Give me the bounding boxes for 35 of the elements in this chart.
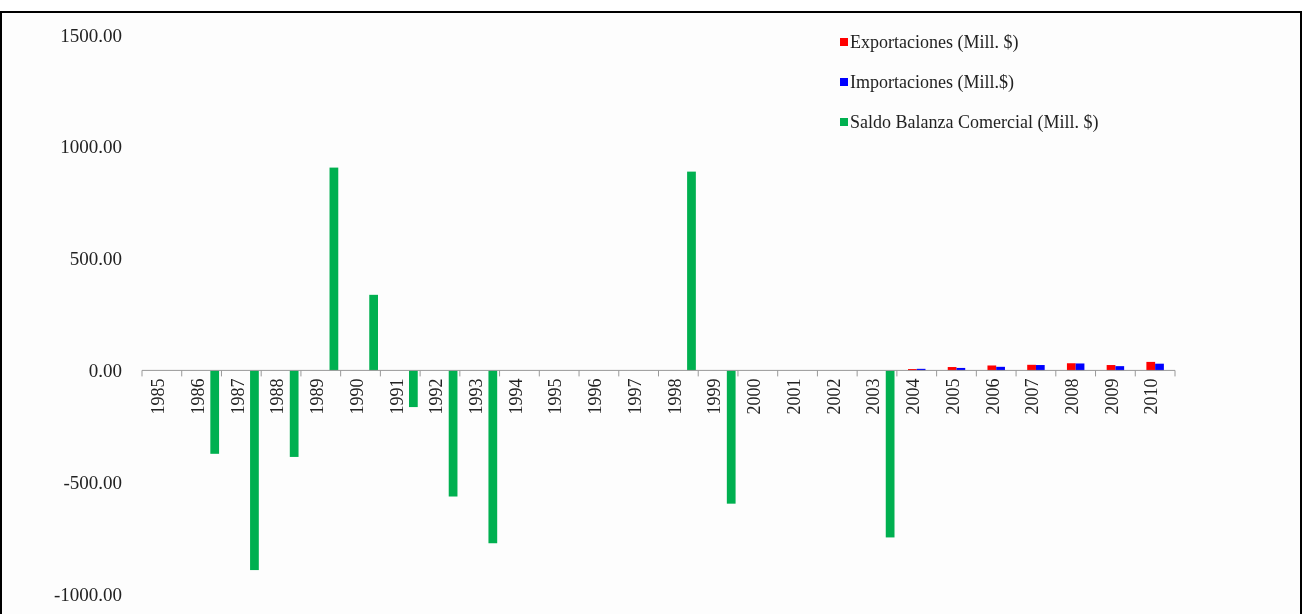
- x-tick-label: 1999: [704, 378, 725, 415]
- y-tick-label: -500.00: [63, 471, 122, 493]
- x-tick-label: 1989: [307, 378, 328, 415]
- x-tick-label: 1991: [386, 378, 407, 415]
- legend-label: Saldo Balanza Comercial (Mill. $): [850, 112, 1099, 134]
- x-tick-label: 2004: [903, 378, 924, 415]
- x-tick-label: 1997: [624, 378, 645, 415]
- x-tick-label: 2005: [942, 378, 963, 415]
- x-tick-label: 2010: [1141, 378, 1162, 415]
- y-tick-label: 500.00: [69, 248, 122, 270]
- x-tick-label: 1998: [664, 378, 685, 415]
- x-tick-label: 2009: [1101, 378, 1122, 415]
- x-tick-label: 1988: [267, 378, 288, 415]
- y-tick-label: 0.00: [88, 360, 122, 382]
- x-tick-label: 1992: [426, 378, 447, 415]
- x-tick-label: 1993: [466, 378, 487, 415]
- x-tick-label: 1986: [187, 378, 208, 415]
- x-tick-label: 2008: [1061, 378, 1082, 415]
- x-tick-label: 2003: [863, 378, 884, 415]
- x-tick-label: 1994: [505, 378, 526, 415]
- legend-label: Exportaciones (Mill. $): [850, 32, 1019, 54]
- legend-label: Importaciones (Mill.$): [850, 72, 1014, 94]
- x-tick-label: 2001: [783, 378, 804, 415]
- y-tick-label: -1000.00: [53, 583, 122, 605]
- x-tick-label: 1996: [585, 378, 606, 415]
- x-tick-label: 1987: [227, 378, 248, 415]
- x-tick-label: 1995: [545, 378, 566, 415]
- x-tick-label: 1985: [148, 378, 169, 415]
- x-tick-label: 2007: [1022, 378, 1043, 415]
- y-tick-label: 1000.00: [60, 136, 122, 158]
- x-tick-label: 2006: [982, 378, 1003, 415]
- x-tick-label: 1990: [346, 378, 367, 415]
- y-tick-label: 1500.00: [60, 24, 122, 46]
- x-tick-label: 2002: [823, 378, 844, 415]
- x-tick-label: 2000: [744, 378, 765, 415]
